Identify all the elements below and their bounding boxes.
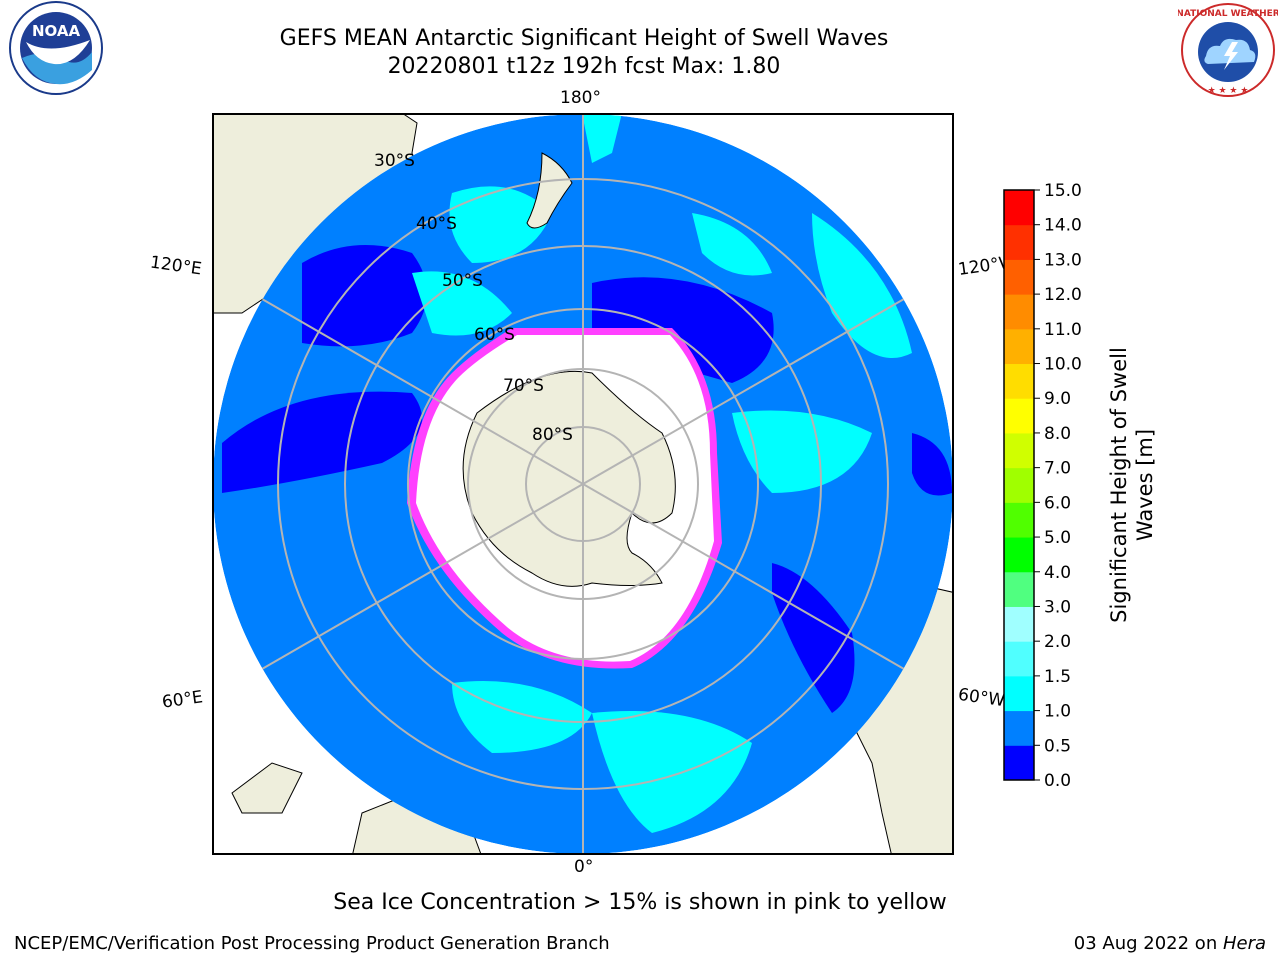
chart-title: GEFS MEAN Antarctic Significant Height o… — [279, 26, 889, 51]
colorbar-tick-label: 0.0 — [1044, 771, 1071, 791]
colorbar-tick-label: 3.0 — [1044, 597, 1071, 617]
lon-label-0: 0° — [574, 857, 594, 877]
colorbar: 15.0 14.0 13.0 12.0 11.0 10.0 9.0 8.0 7.0 6.0 5.0 4… — [1003, 181, 1082, 791]
colorbar-bin — [1004, 467, 1034, 503]
lon-label-120e: 120°E — [148, 252, 203, 280]
colorbar-tick-label: 5.0 — [1044, 528, 1071, 548]
madagascar-land — [231, 762, 303, 814]
lat-label-80: 80°S — [532, 425, 573, 445]
lat-label-30: 30°S — [374, 151, 415, 171]
lat-label-40: 40°S — [416, 214, 457, 234]
svg-text:★ ★ ★ ★: ★ ★ ★ ★ — [1208, 86, 1249, 96]
svg-text:NATIONAL WEATHER: NATIONAL WEATHER — [1178, 9, 1278, 19]
lon-label-180: 180° — [560, 88, 601, 108]
colorbar-bin — [1004, 259, 1034, 295]
colorbar-bin — [1004, 606, 1034, 642]
sea-ice-note: Sea Ice Concentration > 15% is shown in … — [333, 890, 947, 915]
colorbar-tick-label: 1.5 — [1044, 667, 1071, 687]
footer-host: Hera — [1222, 933, 1266, 954]
colorbar-bin — [1004, 675, 1034, 712]
colorbar-bin — [1004, 641, 1034, 677]
colorbar-bin — [1004, 710, 1034, 746]
colorbar-tick-label: 14.0 — [1044, 216, 1082, 236]
chart-subtitle: 20220801 t12z 192h fcst Max: 1.80 — [387, 54, 781, 79]
colorbar-tick-label: 1.0 — [1044, 702, 1071, 722]
colorbar-tick-label: 10.0 — [1044, 355, 1082, 375]
colorbar-bin — [1004, 537, 1034, 573]
colorbar-tick-label: 15.0 — [1044, 181, 1082, 201]
colorbar-tick-label: 13.0 — [1044, 250, 1082, 270]
colorbar-tick-label: 6.0 — [1044, 493, 1071, 513]
colorbar-bin — [1004, 224, 1034, 260]
colorbar-tick-label: 2.0 — [1044, 632, 1071, 652]
footer-date: 03 Aug 2022 on Hera — [1074, 933, 1266, 954]
colorbar-bin — [1004, 398, 1034, 434]
lon-label-60e: 60°E — [160, 687, 205, 713]
footer-branch: NCEP/EMC/Verification Post Processing Pr… — [14, 933, 610, 954]
antarctica-land — [462, 370, 676, 587]
lat-label-60: 60°S — [474, 325, 515, 345]
colorbar-title: Significant Height of Swell Waves [m] — [1107, 347, 1157, 623]
colorbar-tick-label: 0.5 — [1044, 736, 1071, 756]
colorbar-tick-label: 11.0 — [1044, 320, 1082, 340]
colorbar-bin — [1004, 190, 1034, 226]
colorbar-bin — [1004, 571, 1034, 607]
colorbar-tick-label: 7.0 — [1044, 459, 1071, 479]
colorbar-bin — [1004, 294, 1034, 330]
graticule — [213, 114, 953, 854]
footer-date-text: 03 Aug 2022 on — [1073, 933, 1223, 954]
nws-logo: NATIONAL WEATHER ★ ★ ★ ★ — [1178, 3, 1278, 97]
colorbar-bin — [1004, 363, 1034, 399]
colorbar-bin — [1004, 502, 1034, 538]
lat-label-70: 70°S — [503, 376, 544, 396]
polar-map: 30°S 40°S 50°S 60°S 70°S 80°S — [212, 113, 954, 855]
colorbar-tick-label: 4.0 — [1044, 563, 1071, 583]
colorbar-bin — [1004, 745, 1034, 781]
colorbar-tick-label: 9.0 — [1044, 389, 1071, 409]
colorbar-tick-label: 8.0 — [1044, 424, 1071, 444]
colorbar-bin — [1004, 432, 1034, 469]
colorbar-tick-label: 12.0 — [1044, 285, 1082, 305]
noaa-logo: NOAA — [9, 1, 103, 95]
noaa-logo-text: NOAA — [32, 22, 81, 40]
new-zealand-land — [526, 152, 573, 229]
colorbar-bin — [1004, 328, 1034, 365]
lat-label-50: 50°S — [442, 271, 483, 291]
